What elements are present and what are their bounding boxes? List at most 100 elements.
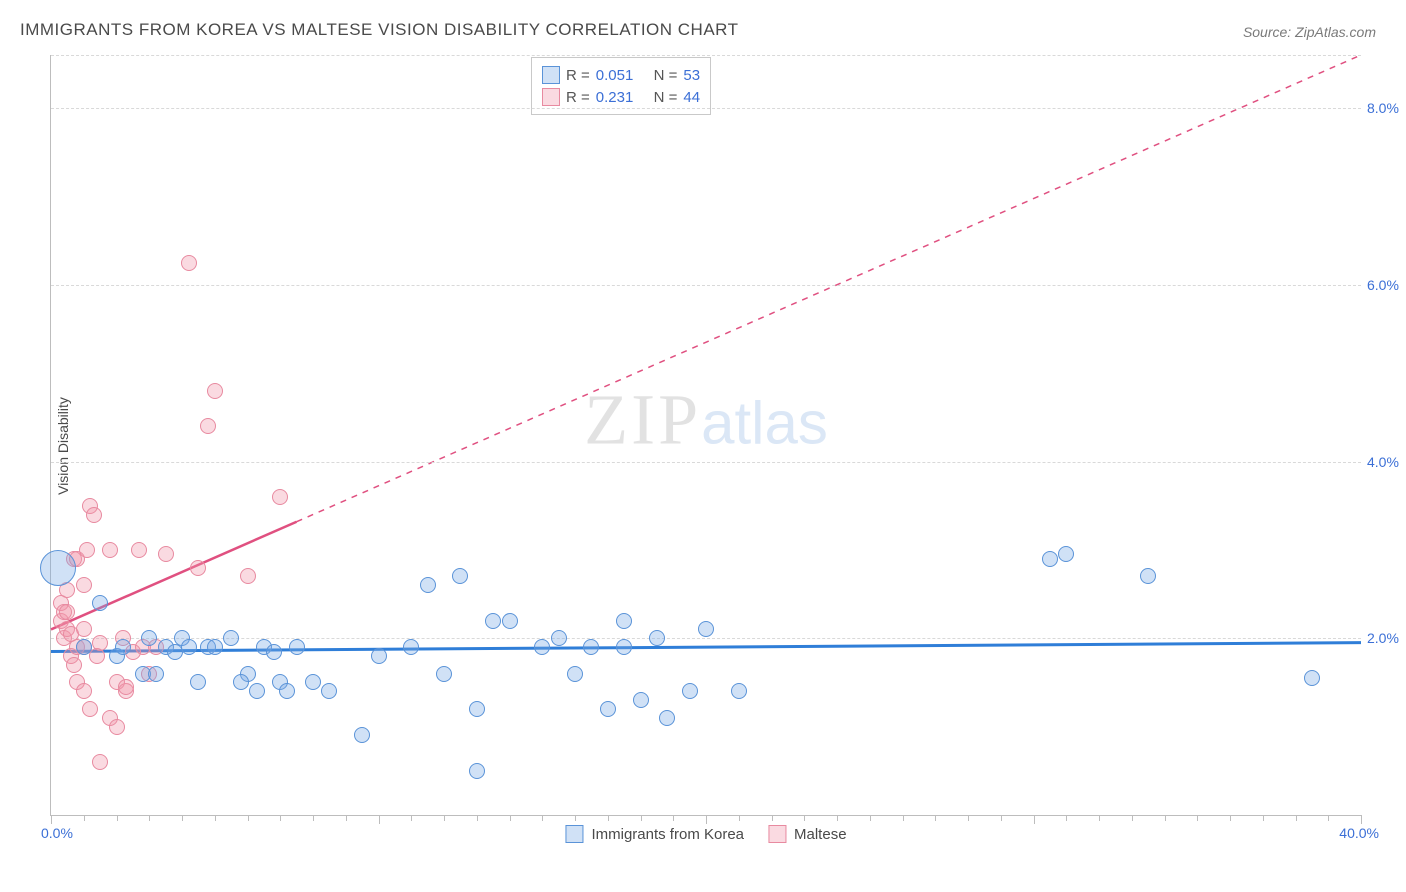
y-tick-label: 2.0% (1367, 630, 1406, 646)
scatter-point-maltese (118, 679, 134, 695)
x-tick-major (51, 815, 52, 824)
scatter-point-korea (115, 639, 131, 655)
scatter-point-korea (266, 644, 282, 660)
scatter-point-maltese (86, 507, 102, 523)
legend-swatch-maltese (768, 825, 786, 843)
x-tick-minor (870, 815, 871, 821)
scatter-point-korea (436, 666, 452, 682)
scatter-point-maltese (82, 701, 98, 717)
x-tick-minor (117, 815, 118, 821)
x-tick-minor (1230, 815, 1231, 821)
r-value-maltese: 0.231 (596, 89, 634, 106)
x-tick-minor (510, 815, 511, 821)
scatter-point-korea (233, 674, 249, 690)
scatter-point-maltese (200, 418, 216, 434)
legend-item-maltese: Maltese (768, 825, 847, 843)
y-tick-label: 4.0% (1367, 454, 1406, 470)
x-axis-max-label: 40.0% (1339, 825, 1379, 841)
scatter-point-korea (1140, 568, 1156, 584)
legend-swatch-korea (565, 825, 583, 843)
source-prefix: Source: (1243, 24, 1295, 40)
legend-swatch-korea (542, 66, 560, 84)
x-tick-minor (248, 815, 249, 821)
r-label: R = (566, 89, 590, 106)
x-tick-minor (444, 815, 445, 821)
scatter-point-maltese (207, 383, 223, 399)
n-value-korea: 53 (683, 67, 700, 84)
scatter-point-korea (279, 683, 295, 699)
x-tick-minor (608, 815, 609, 821)
scatter-point-korea (600, 701, 616, 717)
x-tick-minor (968, 815, 969, 821)
regression-lines (51, 55, 1361, 815)
scatter-point-korea (354, 727, 370, 743)
x-tick-minor (804, 815, 805, 821)
scatter-point-korea (469, 763, 485, 779)
scatter-point-korea (1304, 670, 1320, 686)
scatter-point-korea (1058, 546, 1074, 562)
x-tick-minor (1197, 815, 1198, 821)
scatter-point-maltese (59, 604, 75, 620)
x-tick-minor (1066, 815, 1067, 821)
x-tick-minor (1328, 815, 1329, 821)
scatter-point-korea (698, 621, 714, 637)
scatter-point-korea (1042, 551, 1058, 567)
scatter-point-maltese (66, 657, 82, 673)
x-tick-major (706, 815, 707, 824)
scatter-point-korea (633, 692, 649, 708)
x-tick-minor (477, 815, 478, 821)
scatter-point-korea (207, 639, 223, 655)
gridline-h (51, 285, 1361, 286)
x-tick-minor (641, 815, 642, 821)
x-tick-minor (1296, 815, 1297, 821)
x-tick-minor (149, 815, 150, 821)
x-tick-major (1361, 815, 1362, 824)
scatter-point-korea (371, 648, 387, 664)
x-axis-min-label: 0.0% (41, 825, 73, 841)
scatter-point-maltese (92, 635, 108, 651)
x-tick-minor (182, 815, 183, 821)
scatter-point-korea (469, 701, 485, 717)
scatter-point-korea (659, 710, 675, 726)
x-tick-minor (739, 815, 740, 821)
plot-area: ZIPatlas R = 0.051 N = 53 R = 0.231 N = … (50, 55, 1361, 816)
y-tick-label: 6.0% (1367, 277, 1406, 293)
scatter-point-korea (321, 683, 337, 699)
scatter-point-korea (534, 639, 550, 655)
gridline-h (51, 55, 1361, 56)
source-attribution: Source: ZipAtlas.com (1243, 24, 1376, 40)
r-label: R = (566, 67, 590, 84)
scatter-point-korea (551, 630, 567, 646)
scatter-point-korea (682, 683, 698, 699)
gridline-h (51, 462, 1361, 463)
x-tick-major (379, 815, 380, 824)
scatter-point-korea (502, 613, 518, 629)
x-tick-minor (1263, 815, 1264, 821)
scatter-point-maltese (76, 621, 92, 637)
scatter-point-maltese (181, 255, 197, 271)
x-tick-minor (346, 815, 347, 821)
x-tick-minor (772, 815, 773, 821)
scatter-point-korea (249, 683, 265, 699)
legend-series: Immigrants from Korea Maltese (565, 825, 846, 843)
x-tick-minor (1099, 815, 1100, 821)
n-label: N = (654, 67, 678, 84)
scatter-point-maltese (92, 754, 108, 770)
x-tick-minor (84, 815, 85, 821)
y-tick-label: 8.0% (1367, 100, 1406, 116)
watermark: ZIPatlas (584, 378, 828, 461)
n-label: N = (654, 89, 678, 106)
scatter-point-korea (289, 639, 305, 655)
source-name: ZipAtlas.com (1295, 24, 1376, 40)
scatter-point-korea (181, 639, 197, 655)
scatter-point-korea (420, 577, 436, 593)
scatter-point-maltese (109, 719, 125, 735)
gridline-h (51, 108, 1361, 109)
legend-item-korea: Immigrants from Korea (565, 825, 744, 843)
x-tick-minor (903, 815, 904, 821)
x-tick-minor (215, 815, 216, 821)
scatter-point-maltese (190, 560, 206, 576)
watermark-zip: ZIP (584, 379, 701, 459)
scatter-point-korea (305, 674, 321, 690)
scatter-point-maltese (240, 568, 256, 584)
